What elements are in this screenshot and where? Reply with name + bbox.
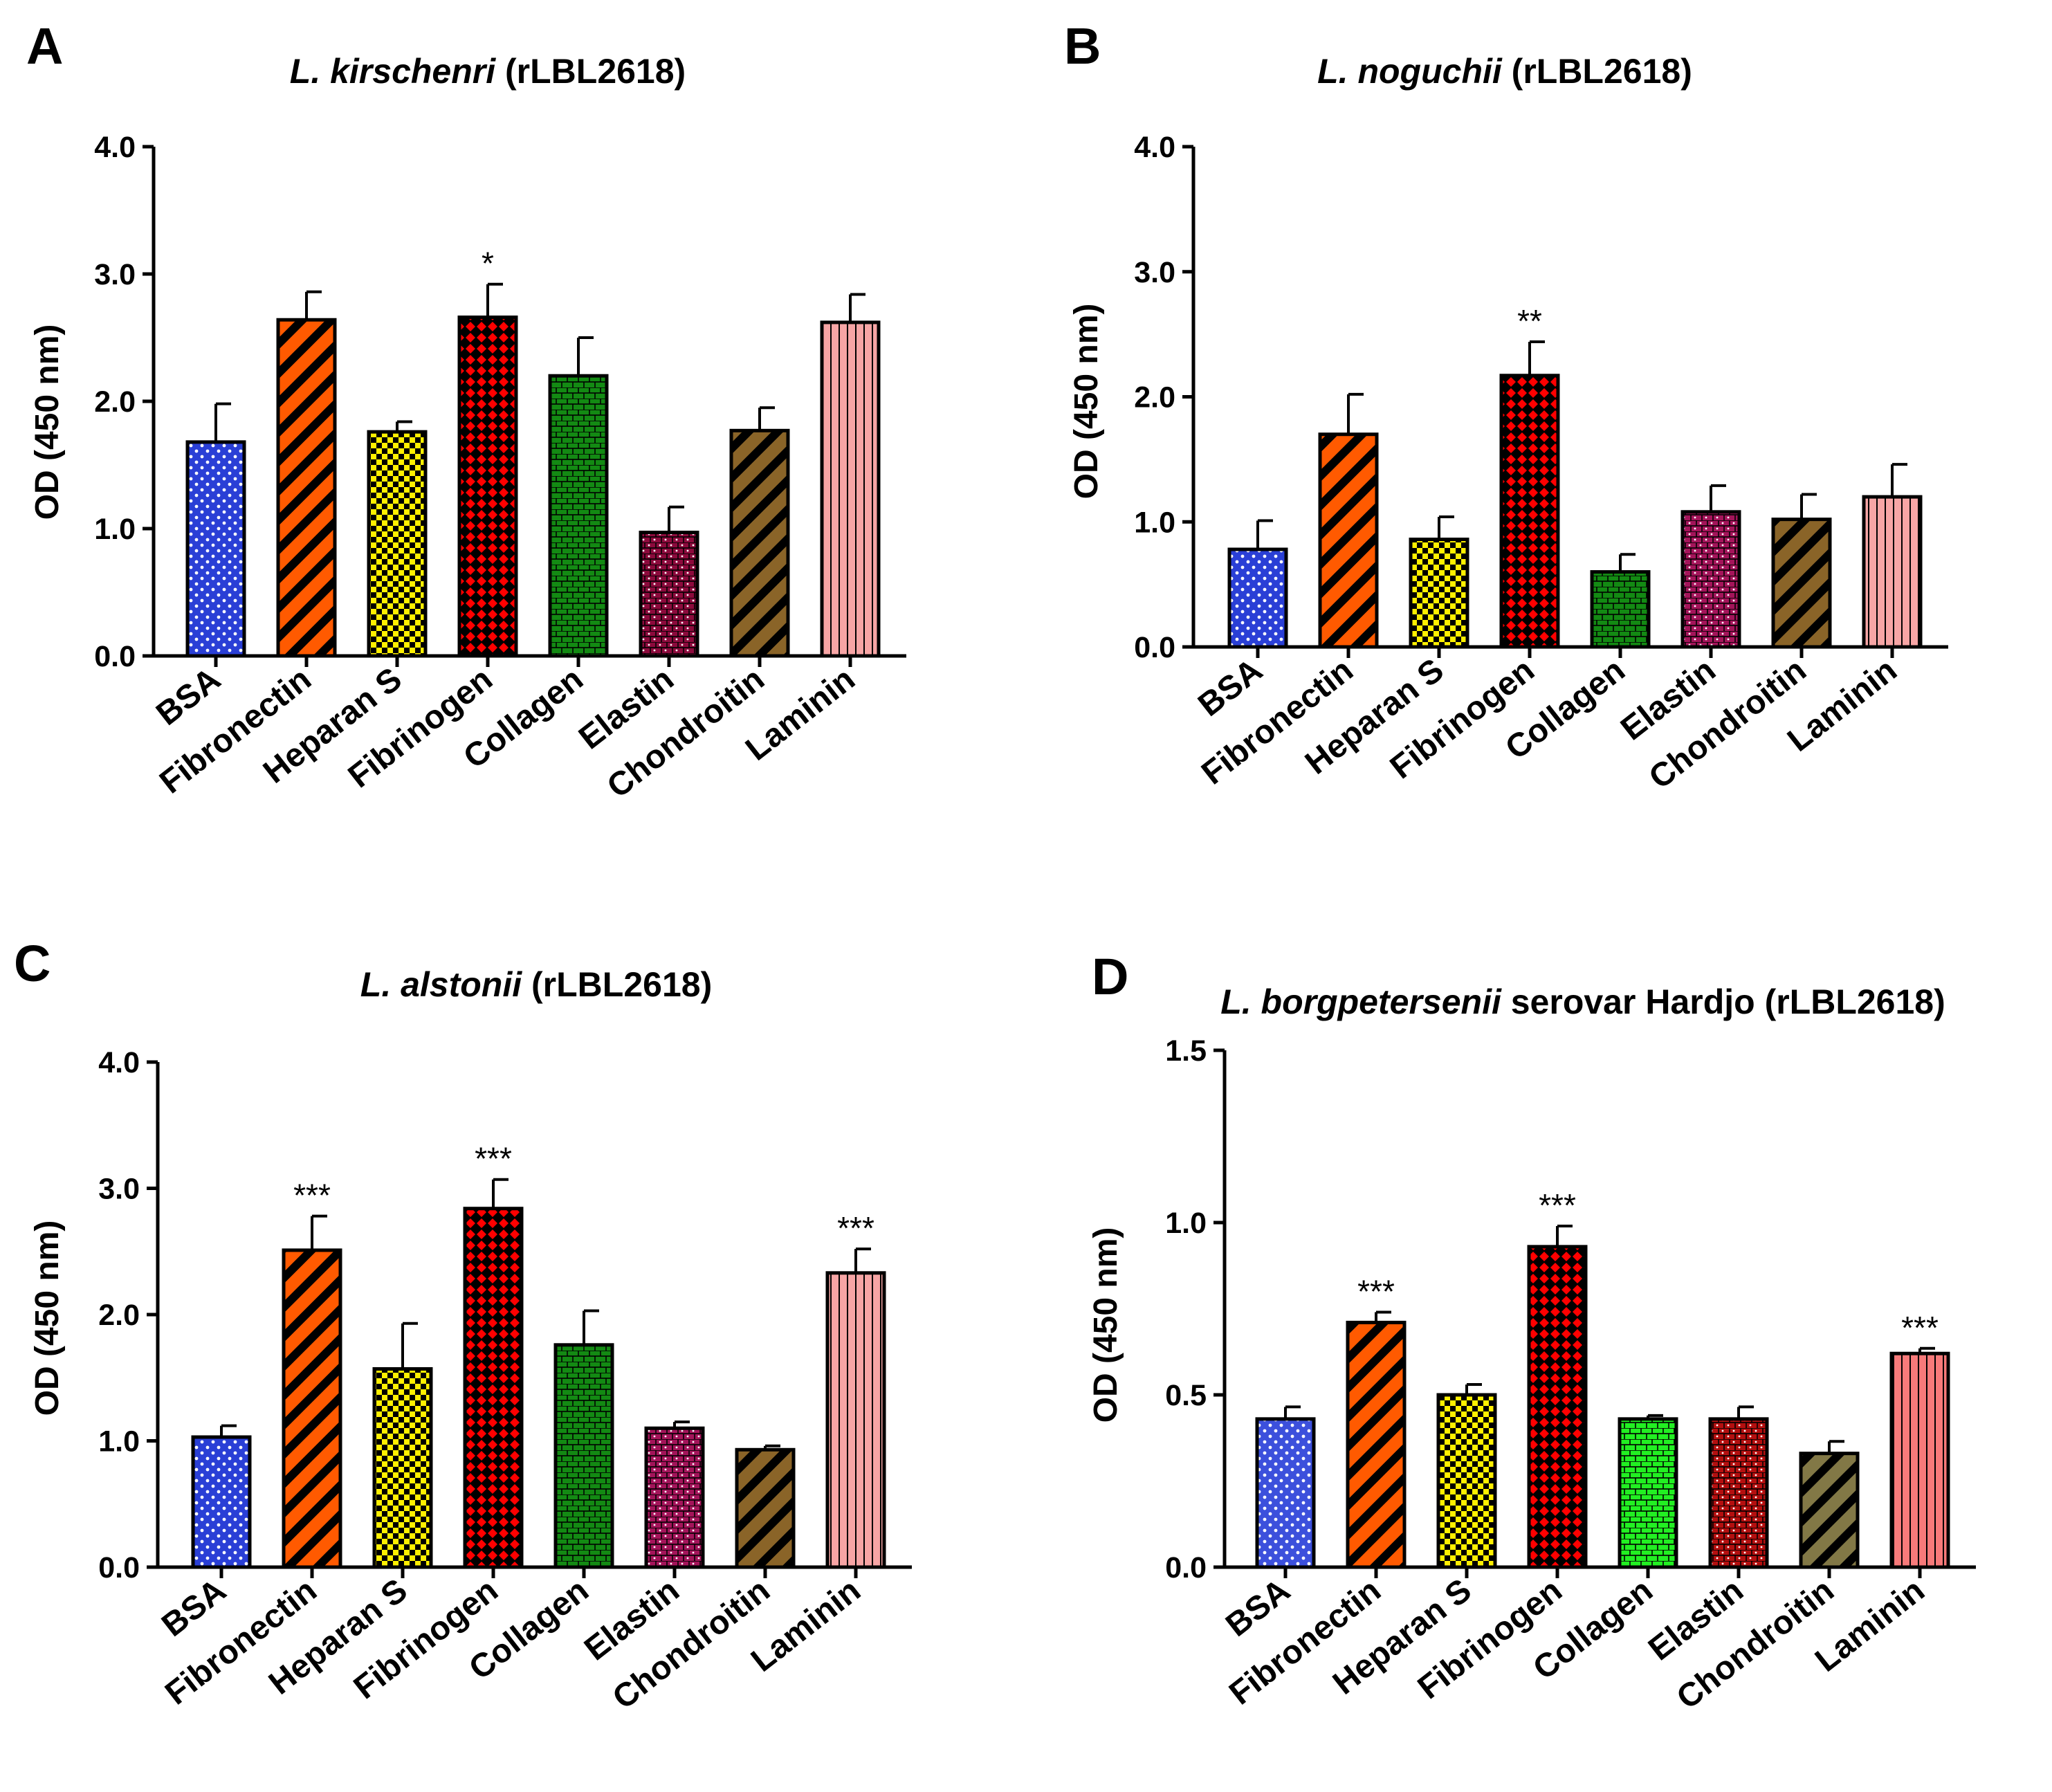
significance-marker: ** [1517,303,1542,339]
significance-marker: *** [1901,1310,1939,1346]
panel-c: C L. alstonii (rLBL2618) OD (450 nm) 0.0… [14,935,912,1717]
chart-title-italic: L. borgpetersenii [1220,982,1502,1021]
bar-elastin [639,531,699,658]
bar-bsa [191,1435,252,1569]
bar-elastin [1708,1417,1769,1569]
bar-bsa [1255,1417,1316,1569]
panel-b: B L. noguchii (rLBL2618) OD (450 nm) 0.0… [1064,17,1948,796]
significance-marker: * [482,246,494,282]
x-tick-label: BSA [149,661,227,733]
panel-letter: B [1064,17,1101,75]
bar-chondroitin [1771,518,1832,649]
plot-area: 0.01.02.03.04.0BSAFibronectin***Heparan … [98,1046,912,1717]
bar-heparan-s [372,1366,433,1569]
bar-fibrinogen [1527,1245,1588,1569]
y-tick-label: 3.0 [1134,256,1175,289]
x-tick-label: BSA [1219,1572,1297,1644]
chart-title-rest: (rLBL2618) [495,52,686,91]
y-tick-label: 4.0 [94,131,136,164]
bar-chondroitin [735,1447,796,1569]
y-axis-label: OD (450 nm) [29,1220,66,1416]
panel-letter: C [14,935,51,992]
y-tick-label: 4.0 [1134,131,1175,164]
panel-a: A L. kirschenri (rLBL2618) OD (450 nm) 0… [26,17,906,805]
y-tick-label: 0.0 [1134,631,1175,664]
chart-title-italic: L. kirschenri [290,52,496,91]
bar-heparan-s [1409,538,1469,649]
bar-chondroitin [729,428,790,658]
y-tick-label: 0.5 [1165,1379,1207,1412]
bar-fibrinogen [457,316,518,658]
y-axis-label: OD (450 nm) [1068,304,1105,500]
chart-title-rest: serovar Hardjo (rLBL2618) [1501,982,1945,1021]
bar-collagen [553,1343,614,1569]
bar-fibronectin [276,318,337,658]
significance-marker: *** [293,1178,331,1214]
y-tick-label: 1.0 [98,1425,140,1459]
significance-marker: *** [837,1210,874,1246]
significance-marker: *** [475,1141,512,1177]
y-tick-label: 2.0 [94,385,136,419]
x-tick-label: BSA [155,1572,232,1644]
chart-title: L. alstonii (rLBL2618) [360,965,712,1004]
bar-bsa [1227,547,1288,649]
y-tick-label: 0.0 [98,1551,140,1584]
y-tick-label: 3.0 [98,1173,140,1206]
y-tick-label: 4.0 [98,1046,140,1079]
chart-title: L. noguchii (rLBL2618) [1317,52,1692,91]
y-tick-label: 1.0 [94,513,136,546]
bar-bsa [185,440,246,658]
bar-fibrinogen [1499,374,1560,649]
chart-title: L. kirschenri (rLBL2618) [290,52,686,91]
bar-laminin [1889,1351,1950,1569]
y-tick-label: 2.0 [98,1299,140,1332]
y-tick-label: 1.5 [1165,1034,1207,1068]
chart-title-rest: (rLBL2618) [522,965,712,1004]
chart-title: L. borgpetersenii serovar Hardjo (rLBL26… [1220,982,1945,1021]
y-axis-label: OD (450 nm) [1088,1227,1124,1423]
chart-title-rest: (rLBL2618) [1502,52,1692,91]
panel-d: D L. borgpetersenii serovar Hardjo (rLBL… [1088,948,1976,1717]
y-tick-label: 0.0 [1165,1551,1207,1584]
panel-letter: D [1092,948,1128,1005]
bar-collagen [548,374,609,658]
y-tick-label: 2.0 [1134,381,1175,414]
bar-fibronectin [1346,1320,1407,1569]
bar-collagen [1590,570,1651,649]
bar-fibronectin [282,1248,342,1569]
bar-laminin [825,1271,886,1569]
bar-laminin [1862,495,1923,649]
chart-title-italic: L. noguchii [1317,52,1503,91]
bar-heparan-s [367,430,428,658]
x-tick-label: BSA [1191,652,1269,724]
bar-heparan-s [1436,1393,1497,1569]
y-axis-label: OD (450 nm) [29,324,66,520]
bar-elastin [644,1426,705,1569]
significance-marker: *** [1357,1273,1395,1309]
bar-fibrinogen [463,1207,524,1569]
y-tick-label: 1.0 [1134,506,1175,539]
bar-fibronectin [1318,432,1379,649]
y-tick-label: 1.0 [1165,1207,1207,1240]
bar-elastin [1680,510,1741,649]
chart-title-italic: L. alstonii [360,965,522,1004]
significance-marker: *** [1539,1187,1576,1223]
bar-collagen [1618,1417,1678,1569]
y-tick-label: 0.0 [94,640,136,673]
y-tick-label: 3.0 [94,258,136,291]
bar-laminin [820,320,881,658]
bar-chondroitin [1799,1452,1860,1569]
panel-letter: A [26,17,63,75]
